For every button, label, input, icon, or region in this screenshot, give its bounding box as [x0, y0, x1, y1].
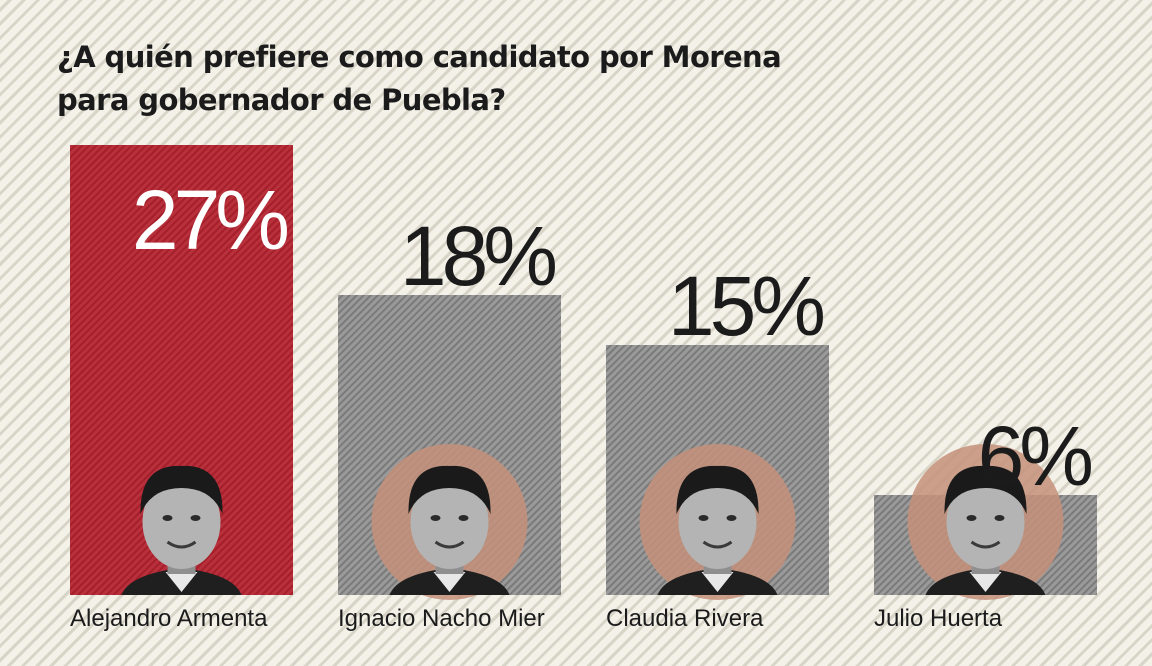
candidate-photo: [639, 444, 796, 600]
category-label: Alejandro Armenta: [70, 605, 268, 632]
person-photo-icon: [925, 465, 1046, 595]
data-label: 18%: [400, 209, 555, 303]
chart-title-line-2: para gobernador de Puebla?: [57, 83, 506, 117]
data-label: 15%: [668, 259, 823, 353]
candidate-photo: [121, 465, 242, 595]
data-label: 6%: [978, 409, 1092, 503]
data-label: 27%: [132, 173, 287, 267]
category-label: Claudia Rivera: [606, 605, 764, 632]
person-photo-icon: [389, 465, 510, 595]
category-label: Ignacio Nacho Mier: [338, 605, 545, 632]
chart-title: ¿A quién prefiere como candidato por Mor…: [57, 36, 877, 122]
bar-group: 27% Alejandro Armenta: [70, 145, 293, 632]
bar-group: 18% Ignacio Nacho Mier: [338, 209, 561, 632]
chart-title-line-1: ¿A quién prefiere como candidato por Mor…: [57, 40, 782, 74]
person-photo-icon: [657, 465, 778, 595]
candidate-photo: [371, 444, 528, 600]
candidate-photo: [907, 444, 1064, 600]
bar-group: 6% Julio Huerta: [874, 409, 1097, 632]
bar-group: 15% Claudia Rivera: [606, 259, 829, 632]
category-label: Julio Huerta: [874, 605, 1003, 632]
person-photo-icon: [121, 465, 242, 595]
